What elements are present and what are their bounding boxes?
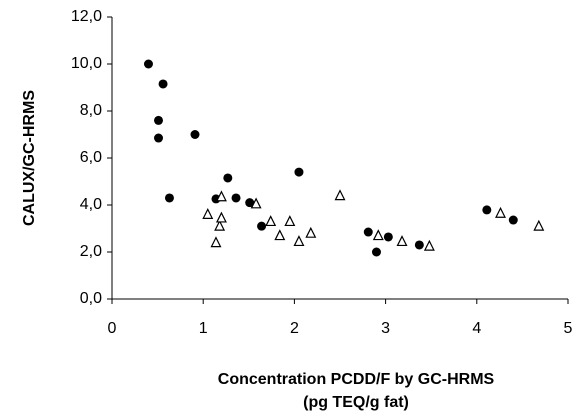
point bbox=[250, 197, 262, 209]
y-axis-title: CALUX/GC-HRMS bbox=[21, 90, 38, 226]
point bbox=[482, 205, 492, 215]
point bbox=[154, 133, 164, 143]
point bbox=[423, 239, 435, 251]
x-tick-label: 3 bbox=[381, 320, 390, 337]
point bbox=[363, 227, 373, 237]
point bbox=[215, 211, 227, 223]
point bbox=[334, 189, 346, 201]
point bbox=[223, 173, 233, 183]
point bbox=[372, 229, 384, 241]
x-tick-label: 2 bbox=[290, 320, 299, 337]
point bbox=[257, 221, 267, 231]
point bbox=[274, 229, 286, 241]
point bbox=[533, 219, 545, 231]
y-tick-label: 2,0 bbox=[80, 243, 102, 260]
point bbox=[143, 59, 153, 69]
x-tick-label: 1 bbox=[199, 320, 208, 337]
point bbox=[231, 193, 241, 203]
point bbox=[294, 167, 304, 177]
point bbox=[214, 219, 226, 231]
point bbox=[215, 190, 227, 202]
point bbox=[293, 235, 305, 247]
x-axis-title: Concentration PCDD/F by GC-HRMS bbox=[218, 371, 495, 388]
point bbox=[210, 236, 222, 248]
point bbox=[414, 240, 424, 250]
x-tick-label: 4 bbox=[472, 320, 481, 337]
x-axis-title: (pg TEQ/g fat) bbox=[303, 394, 409, 411]
point bbox=[245, 198, 255, 208]
y-tick-label: 12,0 bbox=[71, 8, 102, 25]
y-tick-label: 6,0 bbox=[80, 149, 102, 166]
y-tick-label: 0,0 bbox=[80, 290, 102, 307]
point bbox=[371, 247, 381, 257]
point bbox=[508, 215, 518, 225]
y-tick-label: 10,0 bbox=[71, 55, 102, 72]
point bbox=[158, 79, 168, 89]
point bbox=[202, 208, 214, 219]
point bbox=[495, 206, 506, 218]
x-tick-label: 5 bbox=[564, 320, 573, 337]
y-tick-label: 8,0 bbox=[80, 102, 102, 119]
x-tick-label: 0 bbox=[108, 320, 117, 337]
point bbox=[305, 226, 317, 238]
point bbox=[164, 193, 174, 203]
point bbox=[154, 115, 164, 125]
point bbox=[396, 235, 408, 247]
point bbox=[265, 215, 277, 227]
point bbox=[383, 232, 393, 242]
point bbox=[190, 130, 200, 139]
y-tick-label: 4,0 bbox=[80, 196, 102, 213]
point bbox=[284, 215, 296, 227]
